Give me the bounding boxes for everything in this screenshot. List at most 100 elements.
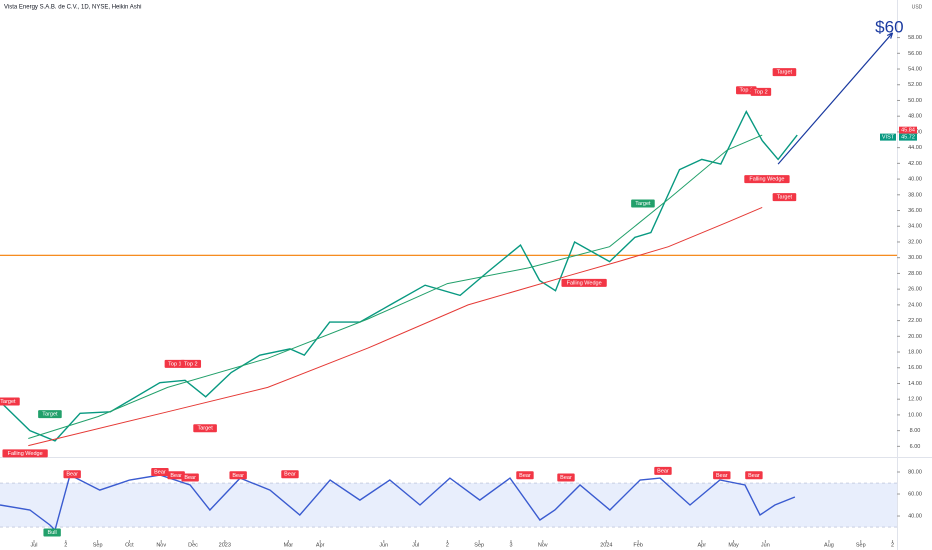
x-tick-label: 2 xyxy=(64,542,67,548)
price-tag xyxy=(899,126,917,134)
x-tick-label: Sep xyxy=(93,542,103,548)
annotation-box xyxy=(164,359,186,368)
series-line xyxy=(28,134,763,439)
y-tick-label: 48.00 xyxy=(908,114,922,120)
annotation-label: Target xyxy=(777,195,793,201)
annotation-box xyxy=(63,470,81,479)
series-line xyxy=(0,109,798,442)
y-tick-label: 22.00 xyxy=(908,318,922,324)
annotation-box xyxy=(229,471,247,480)
x-tick-label: 3 xyxy=(509,542,512,548)
y-tick-label: 58.00 xyxy=(908,35,922,41)
x-tick-label: Feb xyxy=(633,542,642,548)
annotation-label: Bear xyxy=(184,475,196,481)
y-tick-label: 32.00 xyxy=(908,239,922,245)
annotation-box xyxy=(654,466,672,475)
x-tick-label: Jun xyxy=(379,542,388,548)
y-tick-label: 20.00 xyxy=(908,334,922,340)
y-tick-label: 50.00 xyxy=(908,98,922,104)
x-tick-label: May xyxy=(728,542,739,548)
annotation-box xyxy=(772,193,797,202)
annotation-label: Bear xyxy=(519,473,531,479)
y-tick-label: 18.00 xyxy=(908,349,922,355)
annotation-label: Bear xyxy=(748,473,760,479)
price-tag xyxy=(899,133,917,141)
annotation-label: Top 1 xyxy=(168,361,181,367)
annotation-label: Bear xyxy=(657,468,669,474)
y-tick-label: 60.00 xyxy=(908,491,922,497)
x-tick-label: 2023 xyxy=(219,542,231,548)
annotation-label: Target xyxy=(635,201,651,207)
x-tick-label: Sep xyxy=(474,542,484,548)
annotation-box xyxy=(167,471,185,480)
annotation-label: Bear xyxy=(170,473,182,479)
symbol-label: VIST xyxy=(882,135,895,141)
annotation-label: Bear xyxy=(66,472,78,478)
annotation-box xyxy=(561,278,607,287)
annotation-box xyxy=(0,397,20,406)
y-tick-label: 12.00 xyxy=(908,397,922,403)
annotation-label: Bear xyxy=(284,472,296,478)
x-tick-label: 2 xyxy=(446,542,449,548)
currency: USD xyxy=(912,4,923,10)
y-tick-label: 52.00 xyxy=(908,82,922,88)
y-tick-label: 16.00 xyxy=(908,365,922,371)
annotation-box xyxy=(193,424,217,433)
x-tick-label: Sep xyxy=(856,542,866,548)
y-tick-label: 30.00 xyxy=(908,255,922,261)
x-tick-label: Mar xyxy=(284,542,294,548)
annotation-box xyxy=(2,449,48,458)
annotation-box xyxy=(713,471,731,480)
y-tick-label: 80.00 xyxy=(908,469,922,475)
y-tick-label: 34.00 xyxy=(908,224,922,230)
y-tick-label: 24.00 xyxy=(908,302,922,308)
y-tick-label: 40.00 xyxy=(908,177,922,183)
y-tick-label: 42.00 xyxy=(908,161,922,167)
x-tick-label: 2 xyxy=(891,542,894,548)
annotation-box xyxy=(744,175,790,184)
annotation-box xyxy=(180,359,202,368)
annotation-label: Top 2 xyxy=(754,89,767,95)
target-price-label: $60 xyxy=(875,18,903,37)
y-tick-label: 36.00 xyxy=(908,208,922,214)
y-tick-label: 44.00 xyxy=(908,145,922,151)
y-tick-label: 10.00 xyxy=(908,412,922,418)
price-tag-label: 45.84 xyxy=(901,128,915,134)
x-tick-label: Oct xyxy=(125,542,134,548)
annotation-box xyxy=(750,87,772,96)
x-tick-label: Jul xyxy=(31,542,38,548)
y-tick-label: 40.00 xyxy=(908,513,922,519)
annotation-label: Bull xyxy=(48,530,57,536)
annotation-label: Bear xyxy=(154,469,166,475)
x-tick-label: Nov xyxy=(156,542,166,548)
y-tick-label: 28.00 xyxy=(908,271,922,277)
x-tick-label: Aug xyxy=(824,542,834,548)
annotation-box xyxy=(516,471,534,480)
y-tick-label: 56.00 xyxy=(908,51,922,57)
y-tick-label: 8.00 xyxy=(910,428,921,434)
x-tick-label: Jul xyxy=(412,542,419,548)
x-tick-label: Dec xyxy=(188,542,198,548)
y-tick-label: 54.00 xyxy=(908,66,922,72)
price-tag-label: 45.72 xyxy=(901,135,915,141)
annotation-label: Bear xyxy=(716,473,728,479)
annotation-label: Target xyxy=(197,426,213,432)
y-tick-label: 6.00 xyxy=(910,444,921,450)
x-tick-label: Apr xyxy=(316,542,325,548)
rsi-band xyxy=(0,483,897,528)
annotation-label: Target xyxy=(777,70,793,76)
annotation-label: Bear xyxy=(232,473,244,479)
series-line xyxy=(28,206,763,447)
y-tick-label: 38.00 xyxy=(908,192,922,198)
annotation-box xyxy=(38,410,62,419)
x-tick-label: Apr xyxy=(697,542,706,548)
annotation-label: Top 1 xyxy=(740,88,753,94)
annotation-label: Bear xyxy=(560,475,572,481)
x-tick-label: Nov xyxy=(538,542,548,548)
x-tick-label: 2024 xyxy=(600,542,612,548)
annotation-label: Top 2 xyxy=(184,361,197,367)
annotation-label: Falling Wedge xyxy=(8,451,43,457)
annotation-box xyxy=(772,68,797,77)
annotation-box xyxy=(745,471,763,480)
